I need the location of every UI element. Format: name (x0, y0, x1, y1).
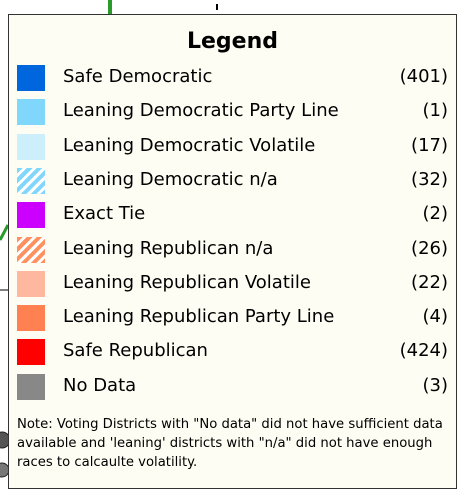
legend-row: Leaning Democratic n/a (32) (9, 166, 456, 196)
legend-count: (32) (411, 168, 448, 190)
legend-swatch (17, 339, 45, 366)
legend-row: Exact Tie (2) (9, 200, 456, 230)
legend-label: Exact Tie (63, 203, 146, 225)
legend-count: (26) (411, 237, 448, 259)
map-border (0, 224, 10, 241)
legend-label: No Data (63, 374, 137, 396)
legend-title: Legend (186, 29, 279, 54)
legend-count: (424) (399, 340, 448, 362)
legend-row: Leaning Republican Volatile (22) (9, 269, 456, 299)
legend-row: Leaning Democratic Party Line (1) (9, 97, 456, 127)
legend-count: (401) (399, 66, 448, 87)
legend-count: (4) (422, 306, 449, 328)
legend-row: Safe Democratic (401) (9, 63, 456, 93)
legend-label: Leaning Democratic n/a (63, 168, 278, 190)
legend-label: Leaning Republican Party Line (63, 306, 335, 328)
legend-row: Leaning Democratic Volatile (17) (9, 132, 456, 162)
legend-swatch (17, 167, 45, 194)
legend-swatch (17, 133, 45, 160)
legend-swatch (17, 270, 45, 297)
legend-swatch (17, 65, 45, 91)
legend-swatch (17, 202, 45, 229)
legend-swatch (17, 236, 45, 263)
legend-count: (2) (422, 203, 449, 225)
legend-row: No Data (3) (9, 372, 456, 402)
legend-count: (1) (422, 100, 449, 122)
legend-label: Safe Democratic (63, 66, 213, 87)
legend-swatch (17, 305, 45, 332)
legend-row: Leaning Republican Party Line (4) (9, 303, 456, 333)
legend-label: Leaning Democratic Volatile (63, 134, 316, 156)
legend-row: Safe Republican (424) (9, 337, 456, 367)
legend-label: Leaning Republican Volatile (63, 271, 311, 293)
legend-panel: Legend Safe Democratic (401) Leaning Democ… (8, 14, 457, 489)
legend-swatch (17, 99, 45, 126)
legend-count: (3) (422, 374, 449, 396)
legend-swatch (17, 373, 45, 400)
legend-count: (22) (411, 271, 448, 293)
legend-label: Safe Republican (63, 340, 208, 362)
legend-note: Note: Voting Districts with "No data" di… (17, 417, 443, 470)
legend-count: (17) (411, 134, 448, 156)
legend-label: Leaning Republican n/a (63, 237, 274, 259)
legend-row: Leaning Republican n/a (26) (9, 235, 456, 265)
legend-label: Leaning Democratic Party Line (63, 100, 339, 122)
